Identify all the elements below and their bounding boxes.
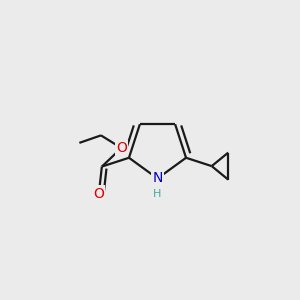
Text: N: N bbox=[152, 172, 163, 185]
Text: O: O bbox=[116, 141, 127, 155]
Text: O: O bbox=[93, 187, 104, 201]
Text: H: H bbox=[153, 189, 162, 199]
